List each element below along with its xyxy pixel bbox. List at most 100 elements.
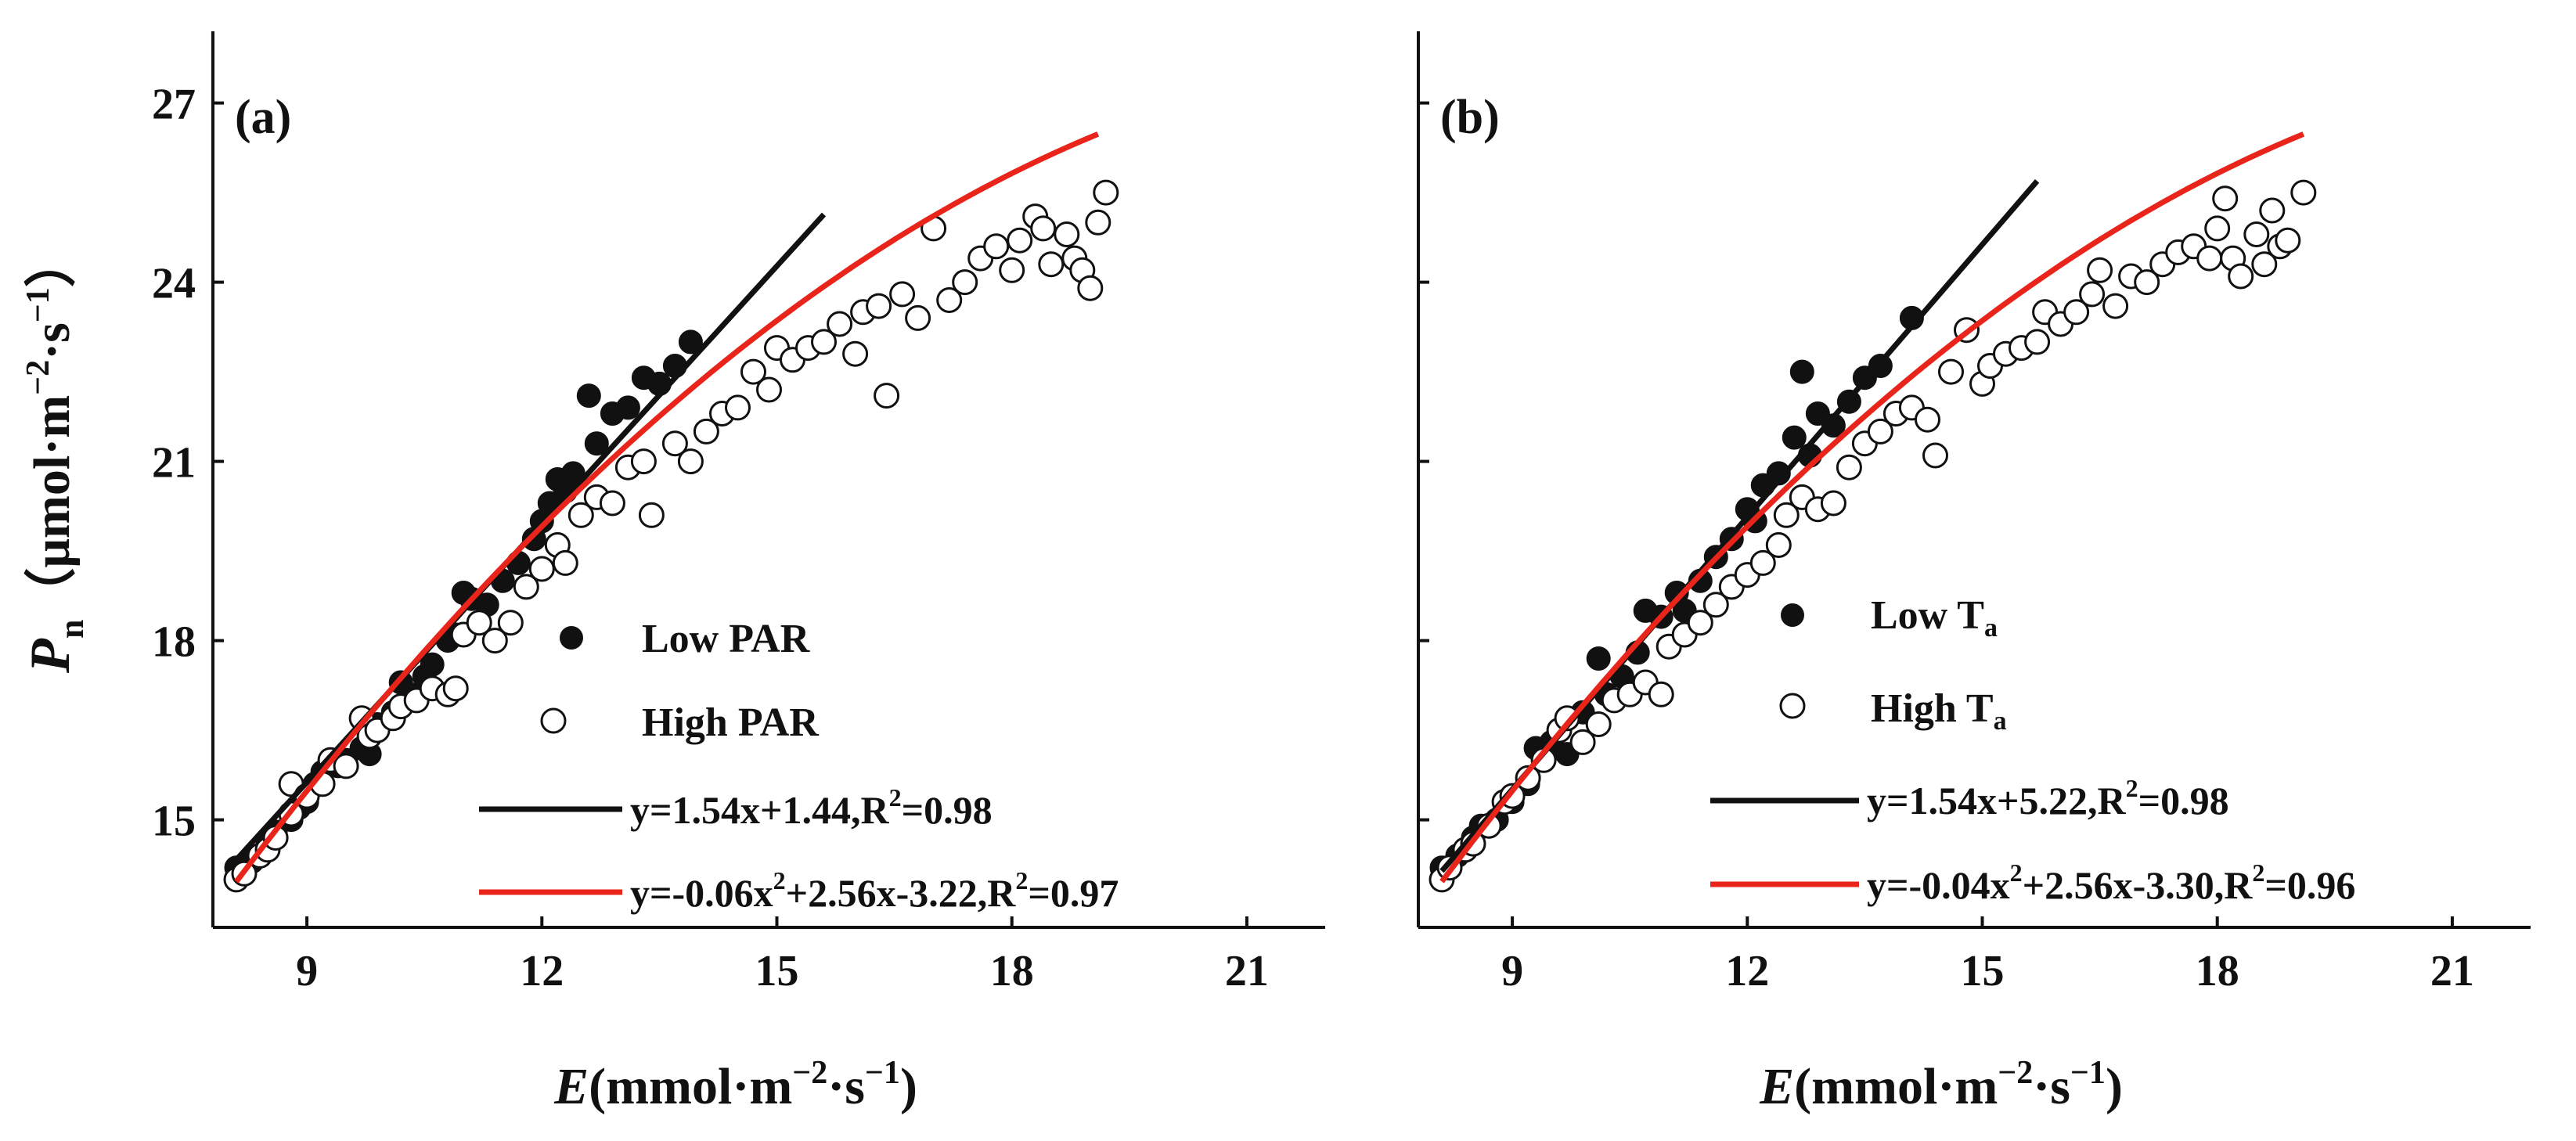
legend-label-high: High Ta (1871, 686, 2007, 736)
x-tick-label: 18 (990, 947, 1034, 995)
x-tick-label: 9 (1501, 947, 1523, 995)
data-point-open (442, 675, 469, 702)
data-point-filled (584, 431, 609, 456)
panel-a: 15 18 21 24 27 9 12 15 18 21 (a) Low PAR… (152, 31, 1325, 1115)
data-point-filled (678, 329, 703, 355)
legend: Low Ta High Ta y=1.54x+5.22,R2=0.98 y=-0… (1710, 593, 2355, 907)
y-tick-label: 15 (152, 797, 196, 846)
data-point-open (262, 825, 289, 851)
y-axis-title: Pn（μmol·m−2·s−1） (19, 236, 91, 674)
data-point-open (1687, 610, 1713, 636)
legend-label-low: Low Ta (1871, 593, 1998, 642)
data-point-open (1922, 442, 1948, 469)
panel-label: (a) (235, 91, 291, 144)
data-point-open (842, 340, 869, 367)
data-point-open (599, 490, 625, 517)
data-point-open (1836, 454, 1862, 481)
y-tick-labels: 15 18 21 24 27 (152, 81, 196, 846)
data-point-open (1007, 227, 1033, 254)
data-point-open (1915, 406, 1940, 433)
data-point-open (827, 311, 853, 337)
y-axis-units-exp1: −2 (20, 360, 56, 395)
legend: Low PAR High PAR y=1.54x+1.44,R2=0.98 y=… (479, 617, 1119, 915)
x-tick-label: 9 (296, 947, 318, 995)
data-point-open (497, 610, 524, 636)
data-point-filled (1766, 461, 1791, 486)
data-point-open (2079, 281, 2106, 308)
equation-linear: y=1.54x+5.22,R2=0.98 (1867, 774, 2229, 822)
data-point-open (1648, 681, 1674, 707)
data-point-open (1867, 418, 1893, 445)
legend-label-high: High PAR (642, 700, 820, 745)
fit-curve-quadratic (234, 131, 1100, 884)
legend-marker-filled (560, 626, 583, 650)
x-tick-labels: 9 12 15 18 21 (1501, 947, 2474, 995)
data-point-filled (1789, 359, 1814, 384)
data-point-open (2204, 215, 2231, 242)
y-tick-label: 21 (152, 439, 196, 488)
data-point-open (693, 418, 719, 445)
equation-quadratic: y=-0.06x2+2.56x-3.22,R2=0.97 (630, 866, 1119, 915)
data-point-open (756, 376, 782, 403)
data-point-open (1569, 729, 1596, 755)
x-tick-label: 21 (2430, 947, 2474, 995)
x-axis-title: E(mmol·m−2·s−1) (1759, 1055, 2123, 1115)
data-point-filled (1782, 425, 1807, 450)
data-point-open (725, 394, 751, 421)
x-tick-label: 15 (1961, 947, 2005, 995)
data-point-open (874, 383, 900, 409)
data-point-open (1749, 549, 1776, 576)
x-tick-labels: 9 12 15 18 21 (296, 947, 1269, 995)
data-point-open (2290, 179, 2317, 206)
data-point-open (567, 502, 594, 528)
y-tick-label: 24 (152, 260, 196, 308)
x-tick-label: 12 (1725, 947, 1769, 995)
data-point-open (513, 574, 539, 600)
data-point-open (1820, 490, 1846, 517)
panel-label: (b) (1440, 91, 1500, 144)
x-tick-label: 12 (520, 947, 564, 995)
data-point-open (630, 448, 657, 475)
panel-b: 9 12 15 18 21 (b) Low Ta High Ta y=1.54x… (1417, 31, 2531, 1115)
y-axis-symbol: P (19, 638, 81, 674)
data-point-open (866, 293, 892, 319)
data-point-open (2259, 197, 2286, 224)
legend-marker-filled (1781, 603, 1804, 627)
y-axis-units-post: ） (23, 236, 81, 287)
data-point-open (481, 628, 508, 654)
data-point-open (811, 329, 837, 355)
y-axis-subscript: n (52, 620, 91, 639)
data-point-open (2251, 251, 2278, 278)
data-point-open (1077, 275, 1104, 301)
data-point-open (2196, 245, 2223, 272)
data-point-open (1765, 532, 1792, 558)
legend-marker-open (1779, 693, 1806, 719)
data-point-open (333, 753, 359, 779)
data-point-open (1515, 765, 1541, 791)
data-point-open (889, 281, 916, 308)
data-point-open (740, 358, 766, 385)
data-point-open (1938, 358, 1964, 385)
y-axis-units-mid: ·s (23, 322, 81, 360)
data-point-open (2102, 293, 2129, 319)
x-tick-label: 15 (755, 947, 799, 995)
legend-marker-open (540, 707, 567, 734)
data-point-filled (1586, 646, 1611, 671)
data-point-open (2134, 269, 2160, 296)
y-tick-label: 27 (152, 81, 196, 129)
data-point-open (1085, 209, 1111, 236)
data-point-open (983, 233, 1010, 260)
x-tick-label: 21 (1225, 947, 1269, 995)
y-axis-units-exp2: −1 (20, 287, 56, 322)
data-point-open (1585, 711, 1612, 737)
data-point-open (466, 610, 492, 636)
data-point-open (677, 448, 704, 475)
x-tick-label: 18 (2196, 947, 2239, 995)
fit-curve-quadratic (1439, 131, 2305, 884)
data-point-open (661, 430, 688, 457)
data-point-open (638, 502, 665, 528)
data-point-open (2228, 263, 2254, 290)
data-point-open (952, 269, 978, 296)
data-point-open (528, 556, 555, 582)
